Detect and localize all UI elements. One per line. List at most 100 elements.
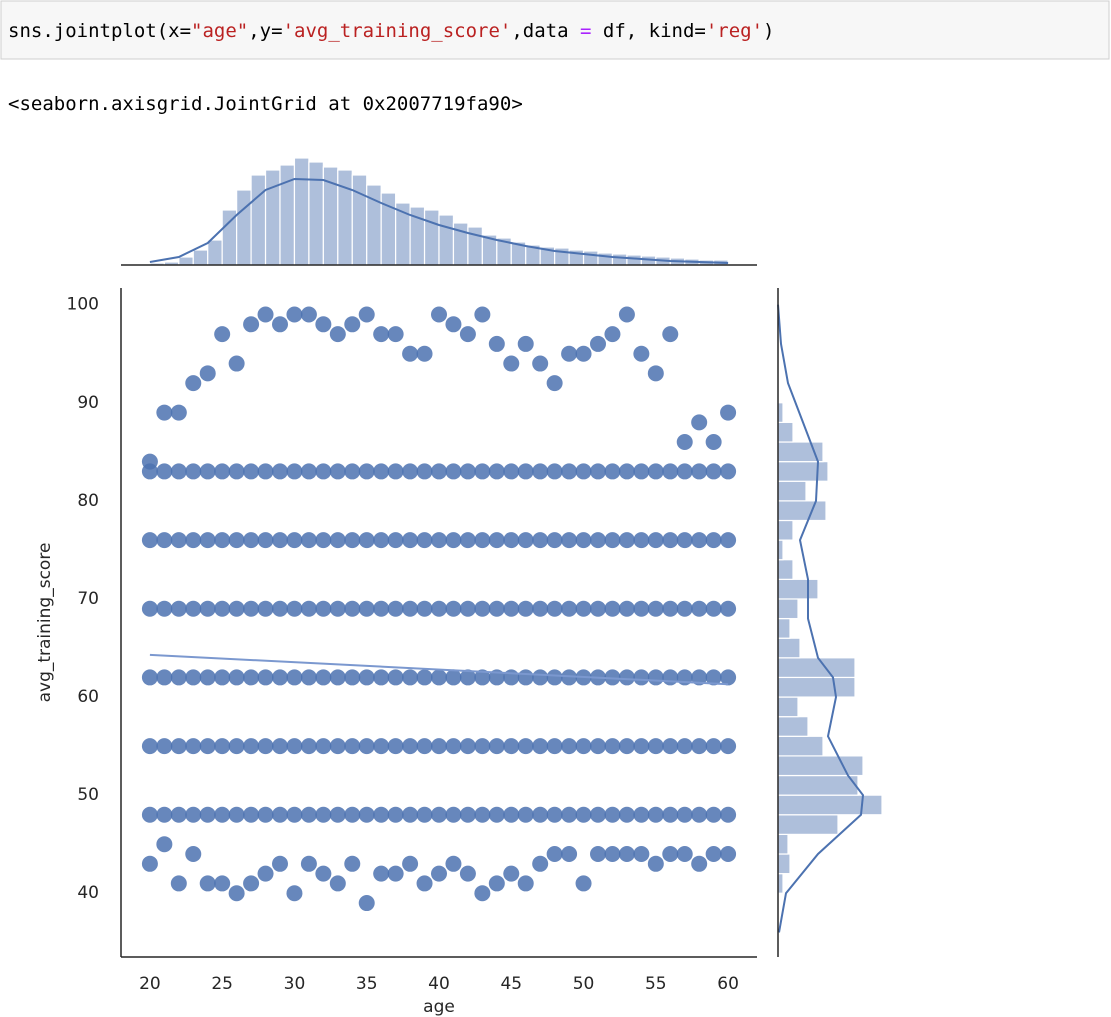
scatter-point bbox=[431, 600, 447, 617]
scatter-point bbox=[546, 669, 563, 686]
scatter-point bbox=[517, 335, 534, 352]
scatter-point bbox=[199, 875, 216, 892]
scatter-point bbox=[156, 532, 173, 549]
scatter-point bbox=[474, 885, 491, 902]
histogram-bar bbox=[777, 755, 864, 777]
x-tick-label: 60 bbox=[717, 974, 739, 994]
scatter-point bbox=[459, 865, 476, 882]
histogram-bar bbox=[250, 174, 267, 266]
scatter-point bbox=[228, 532, 245, 549]
scatter-point bbox=[604, 326, 621, 343]
scatter-point bbox=[604, 738, 621, 755]
scatter-point bbox=[315, 669, 332, 686]
scatter-point bbox=[705, 669, 722, 686]
scatter-point bbox=[575, 532, 592, 549]
scatter-point bbox=[647, 855, 664, 872]
scatter-point bbox=[431, 738, 447, 755]
scatter-point bbox=[431, 532, 447, 549]
scatter-point bbox=[228, 600, 245, 617]
scatter-point bbox=[618, 669, 635, 686]
scatter-point bbox=[329, 806, 346, 823]
scatter-point bbox=[705, 806, 722, 823]
scatter-point bbox=[604, 806, 621, 823]
scatter-point bbox=[633, 463, 650, 480]
scatter-point bbox=[156, 669, 173, 686]
scatter-point bbox=[402, 806, 419, 823]
scatter-point bbox=[156, 463, 173, 480]
scatter-point bbox=[633, 600, 650, 617]
scatter-point bbox=[705, 738, 722, 755]
scatter-point bbox=[532, 855, 549, 872]
scatter-point bbox=[272, 600, 288, 617]
scatter-point bbox=[459, 532, 476, 549]
histogram-bar bbox=[777, 578, 819, 600]
scatter-point bbox=[517, 875, 534, 892]
output-text: <seaborn.axisgrid.JointGrid at 0x2007719… bbox=[8, 93, 523, 115]
code-part: sns.jointplot(x= bbox=[8, 20, 191, 42]
scatter-point bbox=[532, 738, 549, 755]
scatter-point bbox=[286, 885, 303, 902]
scatter-point bbox=[141, 453, 158, 470]
scatter-point bbox=[373, 600, 390, 617]
scatter-point bbox=[243, 532, 260, 549]
histogram-bar bbox=[777, 519, 794, 541]
histogram-bar bbox=[777, 637, 801, 659]
scatter-point bbox=[575, 806, 592, 823]
scatter-point bbox=[647, 806, 664, 823]
scatter-point bbox=[315, 463, 332, 480]
scatter-point bbox=[387, 865, 404, 882]
scatter-point bbox=[329, 600, 346, 617]
scatter-point bbox=[503, 532, 520, 549]
scatter-point bbox=[459, 669, 476, 686]
scatter-point bbox=[387, 669, 404, 686]
histogram-bar bbox=[777, 853, 791, 875]
scatter-point bbox=[228, 463, 245, 480]
scatter-point bbox=[474, 738, 491, 755]
scatter-point bbox=[170, 463, 187, 480]
code-cell[interactable] bbox=[0, 0, 1110, 60]
scatter-point bbox=[214, 669, 231, 686]
scatter-point bbox=[141, 532, 158, 549]
scatter-point bbox=[532, 355, 549, 372]
x-tick-label: 35 bbox=[356, 974, 378, 994]
scatter-point bbox=[243, 738, 260, 755]
scatter-point bbox=[170, 532, 187, 549]
scatter-point bbox=[228, 806, 245, 823]
scatter-point bbox=[431, 306, 447, 323]
histogram-bar bbox=[777, 794, 883, 816]
scatter-point bbox=[459, 806, 476, 823]
scatter-point bbox=[590, 846, 606, 863]
x-tick-label: 55 bbox=[645, 974, 667, 994]
scatter-point bbox=[358, 895, 375, 912]
scatter-point bbox=[214, 326, 231, 343]
scatter-point bbox=[329, 669, 346, 686]
scatter-point bbox=[618, 306, 635, 323]
scatter-point bbox=[228, 738, 245, 755]
scatter-point bbox=[257, 865, 274, 882]
scatter-point bbox=[691, 669, 708, 686]
scatter-point bbox=[170, 669, 187, 686]
histogram-bar bbox=[337, 169, 353, 266]
x-axis-label: age bbox=[423, 997, 455, 1017]
scatter-point bbox=[170, 806, 187, 823]
scatter-point bbox=[691, 600, 708, 617]
scatter-point bbox=[286, 306, 303, 323]
scatter-point bbox=[156, 600, 173, 617]
scatter-point bbox=[561, 532, 578, 549]
scatter-point bbox=[214, 532, 231, 549]
histogram-bar bbox=[777, 814, 839, 835]
scatter-point bbox=[474, 306, 491, 323]
scatter-point bbox=[199, 365, 216, 382]
scatter-point bbox=[575, 600, 592, 617]
scatter-point bbox=[618, 600, 635, 617]
y-tick-label: 100 bbox=[67, 295, 99, 315]
scatter-point bbox=[575, 875, 592, 892]
scatter-point bbox=[618, 463, 635, 480]
scatter-point bbox=[517, 669, 534, 686]
scatter-point bbox=[647, 532, 664, 549]
scatter-point bbox=[170, 600, 187, 617]
scatter-point bbox=[691, 414, 708, 431]
scatter-point bbox=[676, 600, 693, 617]
scatter-point bbox=[662, 600, 679, 617]
scatter-point bbox=[416, 875, 433, 892]
